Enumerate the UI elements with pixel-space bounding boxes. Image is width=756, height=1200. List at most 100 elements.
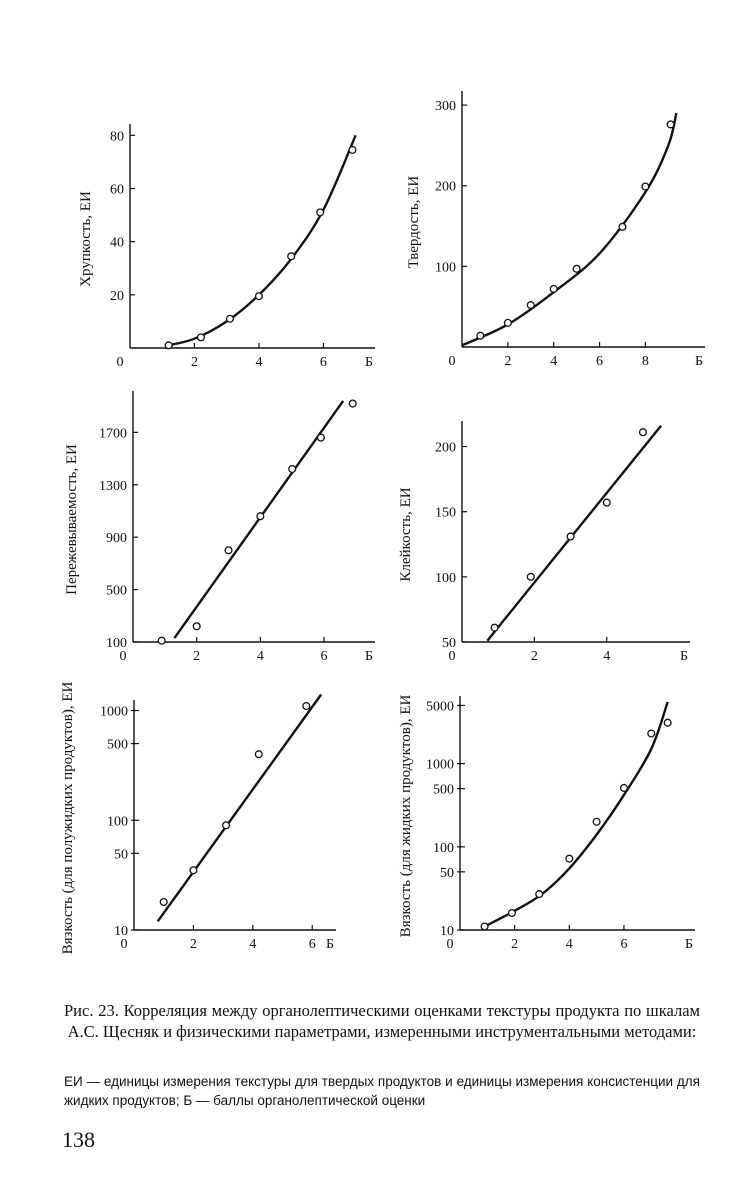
y-tick-label: 1000 <box>100 705 128 720</box>
data-point <box>507 908 516 918</box>
x-tick-label: 0 <box>449 354 456 369</box>
data-point <box>225 314 234 323</box>
y-tick-label: 100 <box>106 636 127 651</box>
data-point <box>224 546 233 555</box>
fit-line <box>156 693 323 923</box>
data-point <box>565 854 574 863</box>
data-point <box>316 433 325 442</box>
data-point <box>549 284 558 293</box>
x-axis-label: Б <box>326 937 334 952</box>
x-tick-label: 2 <box>193 649 200 664</box>
y-tick-label: 40 <box>110 236 124 251</box>
data-point <box>503 318 512 327</box>
y-tick-label: 1000 <box>426 758 454 773</box>
data-point <box>348 399 357 408</box>
data-point <box>192 622 201 631</box>
x-axis-label: Б <box>365 355 373 370</box>
y-tick-label: 50 <box>114 847 128 862</box>
x-tick-label: 2 <box>191 355 198 370</box>
data-point <box>348 145 357 154</box>
x-tick-label: 2 <box>531 649 538 664</box>
fit-line <box>165 134 357 348</box>
data-point <box>476 331 485 340</box>
data-point <box>316 208 325 217</box>
data-point <box>663 718 672 727</box>
y-tick-label: 500 <box>433 783 454 798</box>
fit-line <box>486 424 662 642</box>
y-tick-label: 100 <box>435 260 456 275</box>
data-point <box>619 783 629 792</box>
y-tick-label: 50 <box>440 866 454 881</box>
y-tick-label: 100 <box>433 841 454 856</box>
x-axis-label: Б <box>680 649 688 664</box>
y-tick-label: 900 <box>106 531 127 546</box>
data-point <box>302 701 311 711</box>
y-tick-label: 50 <box>442 636 456 651</box>
data-point <box>641 182 650 191</box>
chart-viscosity-semiliquid: 0 2 4 6 Б 10 50 100 500 1000 Вязкость (для полужид… <box>60 681 336 954</box>
y-tick-label: 200 <box>435 441 456 456</box>
y-tick-label: 80 <box>110 129 124 144</box>
chart-chewiness: 0 2 4 6 Б 100 500 900 1300 1700 Пережевываемость, … <box>64 391 375 664</box>
data-point <box>592 817 601 826</box>
y-axis-title: Вязкость (для полужидких продуктов), ЕИ <box>60 681 76 954</box>
data-point <box>602 498 611 507</box>
data-point <box>164 341 173 350</box>
caption-note: ЕИ — единицы измерения текстуры для твер… <box>64 1074 700 1108</box>
data-point <box>647 729 656 738</box>
data-point <box>638 428 648 437</box>
data-point <box>480 922 489 931</box>
chart-hardness: 0 2 4 6 8 Б 100 200 300 Твердость, ЕИ <box>406 91 705 369</box>
data-point <box>254 292 263 301</box>
y-tick-label: 5000 <box>426 699 454 714</box>
data-point <box>196 333 205 342</box>
chart-brittleness: 0 2 4 6 Б 20 40 60 80 Хрупкость, ЕИ <box>78 124 375 370</box>
x-tick-label: 4 <box>566 937 573 952</box>
x-axis-label: Б <box>695 354 703 369</box>
x-tick-label: 4 <box>550 354 557 369</box>
data-point <box>535 890 544 899</box>
data-point <box>254 750 263 759</box>
x-tick-label: 2 <box>504 354 511 369</box>
x-tick-label: 2 <box>190 937 197 952</box>
data-point <box>189 866 198 875</box>
data-point <box>222 821 231 830</box>
figure-caption: Рис. 23. Корреляция между органолептичес… <box>64 1000 700 1042</box>
x-tick-label: 6 <box>620 937 627 952</box>
data-point <box>666 120 675 129</box>
x-tick-label: 0 <box>449 649 456 664</box>
x-tick-label: 0 <box>120 649 127 664</box>
fit-line <box>461 112 678 347</box>
x-tick-label: 2 <box>511 937 518 952</box>
y-tick-label: 500 <box>106 584 127 599</box>
y-tick-label: 100 <box>107 814 128 829</box>
y-tick-label: 1300 <box>99 479 127 494</box>
y-axis-title: Клейкость, ЕИ <box>398 487 414 581</box>
data-point <box>256 512 265 521</box>
data-point <box>526 301 535 310</box>
y-axis-title: Пережевываемость, ЕИ <box>64 444 80 595</box>
data-point <box>287 252 296 261</box>
x-tick-label: 4 <box>249 937 256 952</box>
y-tick-label: 20 <box>110 289 124 304</box>
x-tick-label: 6 <box>321 649 328 664</box>
data-point <box>159 897 168 907</box>
x-axis-label: Б <box>365 649 373 664</box>
y-tick-label: 10 <box>440 924 454 939</box>
data-point <box>572 264 581 273</box>
x-axis-label: Б <box>685 937 693 952</box>
data-point <box>618 222 627 231</box>
data-point <box>157 636 166 645</box>
y-tick-label: 500 <box>107 738 128 753</box>
y-tick-label: 150 <box>435 506 456 521</box>
y-tick-label: 200 <box>435 180 456 195</box>
x-tick-label: 6 <box>596 354 603 369</box>
x-tick-label: 4 <box>257 649 264 664</box>
y-tick-label: 1700 <box>99 426 127 441</box>
data-point <box>490 623 499 632</box>
chart-viscosity-liquid: 0 2 4 6 Б 10 50 100 500 1000 5000 Вязкость (для жид… <box>398 695 695 952</box>
y-tick-label: 300 <box>435 99 456 114</box>
x-tick-label: 4 <box>255 355 262 370</box>
data-point <box>526 572 535 581</box>
y-axis-title: Вязкость (для жидких продуктов), ЕИ <box>398 695 414 938</box>
